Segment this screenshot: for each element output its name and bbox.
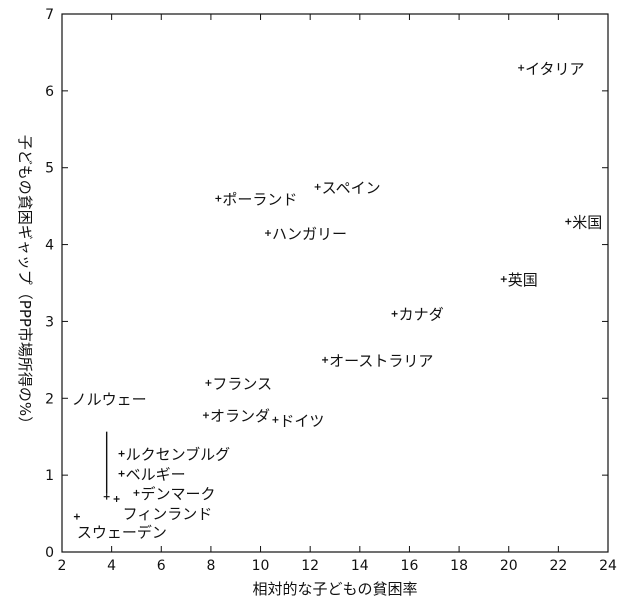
data-point-marker bbox=[73, 513, 80, 520]
x-tick-label: 22 bbox=[549, 558, 567, 574]
data-point-label: 英国 bbox=[508, 271, 538, 289]
plot-frame bbox=[61, 13, 609, 553]
x-tick-label: 4 bbox=[107, 558, 116, 574]
data-point-marker bbox=[500, 276, 507, 283]
data-point-marker bbox=[322, 356, 329, 363]
data-point-marker bbox=[518, 64, 525, 71]
data-point-marker bbox=[272, 416, 279, 423]
data-point-label: イタリア bbox=[525, 60, 584, 78]
data-point-marker bbox=[215, 195, 222, 202]
data-point-label: ポーランド bbox=[222, 190, 297, 208]
data-point-label: フランス bbox=[212, 375, 272, 393]
y-tick-label: 3 bbox=[45, 314, 54, 330]
data-point-marker bbox=[113, 495, 120, 502]
data-point-label: ハンガリー bbox=[272, 225, 347, 243]
data-point-marker bbox=[205, 379, 212, 386]
y-tick-label: 7 bbox=[45, 7, 54, 23]
y-tick-label: 4 bbox=[45, 238, 54, 254]
x-tick-label: 2 bbox=[58, 558, 67, 574]
y-tick-label: 5 bbox=[45, 161, 54, 177]
data-point-label: オーストラリア bbox=[329, 352, 433, 370]
data-point-marker bbox=[118, 450, 125, 457]
x-tick-label: 8 bbox=[206, 558, 215, 574]
y-tick-label: 2 bbox=[45, 391, 54, 407]
x-tick-label: 16 bbox=[401, 558, 419, 574]
data-point-label: オランダ bbox=[210, 407, 270, 425]
x-axis-title: 相対的な子どもの貧困率 bbox=[252, 580, 417, 598]
data-point-label: デンマーク bbox=[140, 485, 215, 503]
data-point-marker bbox=[314, 183, 321, 190]
y-axis-title: 子どもの貧困ギャップ（PPP市場所得の%） bbox=[16, 135, 34, 431]
data-point-label: フィンランド bbox=[123, 505, 213, 523]
data-point-marker bbox=[202, 412, 209, 419]
x-tick-label: 6 bbox=[157, 558, 166, 574]
data-point-label: カナダ bbox=[399, 306, 444, 324]
data-point-marker bbox=[264, 230, 271, 237]
data-points bbox=[73, 64, 572, 520]
x-tick-label: 14 bbox=[351, 558, 369, 574]
data-point-marker bbox=[118, 470, 125, 477]
data-point-label: ルクセンブルグ bbox=[126, 446, 231, 464]
data-point-label: スペイン bbox=[322, 179, 381, 197]
y-tick-label: 1 bbox=[45, 468, 54, 484]
y-tick-label: 0 bbox=[45, 545, 54, 561]
x-tick-label: 18 bbox=[450, 558, 468, 574]
data-point-marker bbox=[133, 489, 140, 496]
x-tick-label: 12 bbox=[301, 558, 319, 574]
data-point-marker bbox=[103, 493, 110, 500]
x-tick-label: 24 bbox=[599, 558, 617, 574]
data-point-label: ベルギー bbox=[126, 466, 186, 484]
data-point-label: スウェーデン bbox=[77, 524, 167, 542]
data-point-label: 米国 bbox=[572, 214, 602, 232]
x-axis: 2 4 6 8 10 12 14 16 18 20 22 24 bbox=[58, 14, 617, 574]
data-point-marker bbox=[391, 310, 398, 317]
data-point-marker bbox=[565, 218, 572, 225]
y-axis: 0 1 2 3 4 5 6 7 bbox=[45, 7, 608, 561]
data-point-label: ドイツ bbox=[279, 412, 324, 430]
y-tick-label: 6 bbox=[45, 84, 54, 100]
x-tick-label: 10 bbox=[252, 558, 270, 574]
data-point-label: ノルウェー bbox=[72, 391, 147, 409]
x-tick-label: 20 bbox=[500, 558, 518, 574]
